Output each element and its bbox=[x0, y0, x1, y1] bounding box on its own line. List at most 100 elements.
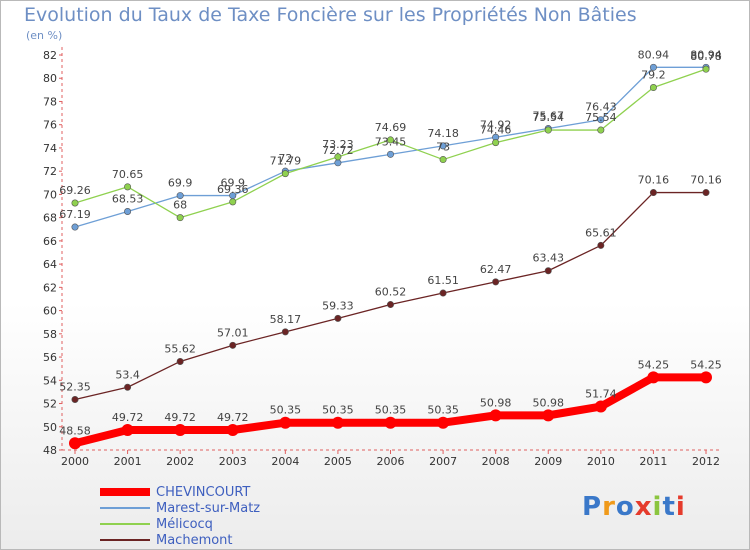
y-tick-label: 70 bbox=[43, 188, 57, 201]
data-point bbox=[437, 416, 450, 429]
y-tick-label: 82 bbox=[43, 49, 57, 62]
data-label: 74.18 bbox=[427, 127, 459, 140]
data-label: 50.35 bbox=[322, 404, 354, 417]
data-label: 49.72 bbox=[217, 411, 249, 424]
y-tick-label: 68 bbox=[43, 212, 57, 225]
data-label: 70.16 bbox=[638, 174, 670, 187]
data-point bbox=[71, 199, 79, 207]
y-tick-label: 58 bbox=[43, 328, 57, 341]
logo-letter: i bbox=[652, 492, 663, 522]
data-label: 73 bbox=[436, 141, 450, 154]
data-point bbox=[544, 267, 552, 275]
data-point bbox=[281, 328, 289, 336]
data-point bbox=[702, 65, 710, 73]
legend-label: Mélicocq bbox=[156, 516, 213, 532]
data-label: 73.23 bbox=[322, 138, 354, 151]
y-tick-label: 50 bbox=[43, 421, 57, 434]
logo-letter: i bbox=[675, 492, 686, 522]
x-tick-label: 2009 bbox=[534, 455, 562, 468]
data-point bbox=[331, 416, 344, 429]
data-point bbox=[71, 223, 79, 231]
proxiti-logo: Proxiti bbox=[582, 492, 686, 522]
x-tick-label: 2000 bbox=[61, 455, 89, 468]
data-point bbox=[226, 424, 239, 437]
data-label: 71.79 bbox=[270, 155, 302, 168]
data-label: 72.72 bbox=[322, 144, 354, 157]
data-label: 75.54 bbox=[533, 111, 565, 124]
data-label: 48.58 bbox=[59, 424, 91, 437]
y-tick-label: 72 bbox=[43, 165, 57, 178]
legend-label: Marest-sur-Matz bbox=[156, 500, 261, 516]
legend-label: CHEVINCOURT bbox=[156, 484, 251, 500]
x-tick-label: 2001 bbox=[114, 455, 142, 468]
data-label: 50.35 bbox=[427, 404, 459, 417]
logo-letter: r bbox=[602, 492, 616, 522]
data-label: 55.62 bbox=[164, 342, 196, 355]
y-tick-label: 78 bbox=[43, 95, 57, 108]
data-point bbox=[386, 136, 394, 144]
legend-item: Machemont bbox=[100, 532, 260, 548]
data-label: 57.01 bbox=[217, 326, 249, 339]
logo-letter: P bbox=[582, 492, 603, 522]
x-tick-label: 2005 bbox=[324, 455, 352, 468]
data-point bbox=[439, 142, 447, 150]
x-tick-label: 2007 bbox=[429, 455, 457, 468]
data-point bbox=[492, 139, 500, 147]
data-point bbox=[229, 341, 237, 349]
legend-item: CHEVINCOURT bbox=[100, 484, 260, 500]
data-label: 54.25 bbox=[638, 358, 670, 371]
chart-legend: CHEVINCOURT Marest-sur-Matz Mélicocq Machem… bbox=[100, 484, 260, 548]
data-label: 53.4 bbox=[115, 368, 140, 381]
data-label: 51.74 bbox=[585, 388, 617, 401]
legend-swatch bbox=[100, 507, 150, 509]
data-label: 62.47 bbox=[480, 263, 512, 276]
data-point bbox=[174, 424, 187, 437]
logo-letter: t bbox=[662, 492, 676, 522]
data-point bbox=[544, 126, 552, 134]
data-label: 75.67 bbox=[533, 110, 565, 123]
data-label: 58.17 bbox=[270, 313, 302, 326]
legend-swatch bbox=[100, 539, 150, 541]
data-point bbox=[702, 189, 710, 197]
legend-item: Mélicocq bbox=[100, 516, 260, 532]
y-tick-label: 52 bbox=[43, 398, 57, 411]
data-label: 50.35 bbox=[375, 404, 407, 417]
data-label: 74.46 bbox=[480, 124, 512, 137]
data-point bbox=[69, 437, 81, 450]
data-label: 76.43 bbox=[585, 101, 617, 114]
data-point bbox=[542, 409, 555, 422]
data-label: 61.51 bbox=[427, 274, 459, 287]
data-label: 70.16 bbox=[690, 174, 722, 187]
data-label: 70.65 bbox=[112, 168, 144, 181]
data-point bbox=[384, 416, 397, 429]
data-label: 68 bbox=[173, 199, 187, 212]
y-tick-label: 76 bbox=[43, 119, 57, 132]
data-point bbox=[176, 357, 184, 365]
data-point bbox=[597, 116, 605, 124]
data-label: 50.98 bbox=[533, 396, 565, 409]
chart-subtitle: (en %) bbox=[26, 29, 63, 42]
data-point bbox=[176, 214, 184, 222]
data-point bbox=[124, 383, 132, 391]
legend-item: Marest-sur-Matz bbox=[100, 500, 260, 516]
data-point bbox=[386, 150, 394, 158]
data-label: 60.52 bbox=[375, 286, 407, 299]
data-point bbox=[334, 159, 342, 167]
x-tick-label: 2010 bbox=[587, 455, 615, 468]
data-point bbox=[489, 409, 502, 422]
x-tick-label: 2006 bbox=[377, 455, 405, 468]
y-tick-label: 48 bbox=[43, 444, 57, 457]
data-label: 50.98 bbox=[480, 396, 512, 409]
data-point bbox=[439, 156, 447, 164]
data-point bbox=[279, 416, 292, 429]
data-label: 50.35 bbox=[270, 404, 302, 417]
chart-title: Evolution du Taux de Taxe Foncière sur l… bbox=[24, 4, 637, 26]
data-label: 49.72 bbox=[112, 411, 144, 424]
data-label: 69.26 bbox=[59, 184, 91, 197]
data-point bbox=[492, 278, 500, 286]
legend-label: Machemont bbox=[156, 532, 233, 548]
data-point bbox=[121, 424, 134, 437]
x-tick-label: 2004 bbox=[271, 455, 299, 468]
